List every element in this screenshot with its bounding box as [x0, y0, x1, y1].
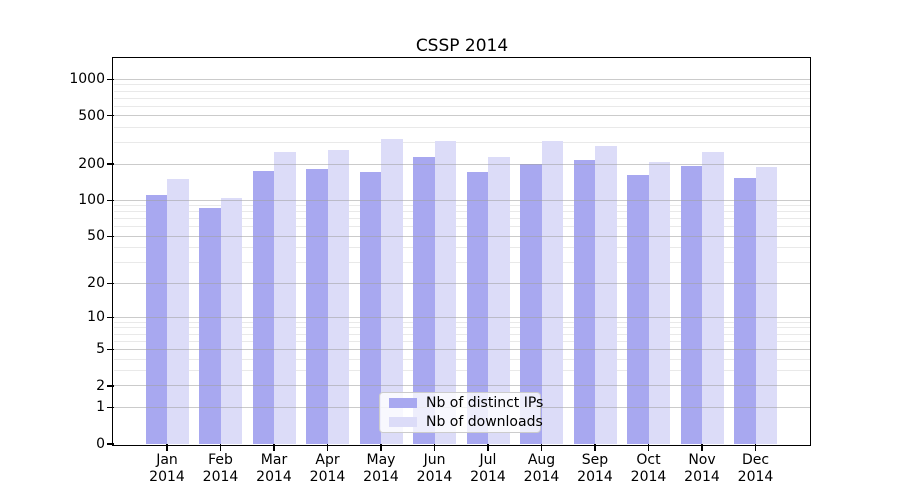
bar-distinct-ips: [306, 168, 328, 444]
x-axis-tick-label-year: 2014: [256, 469, 292, 485]
bar-downloads: [434, 140, 456, 444]
x-axis-tick-label-month: Jul: [479, 452, 497, 468]
x-axis-tick-label-month: Sep: [581, 452, 609, 468]
bar-distinct-ips: [359, 171, 381, 444]
bar-distinct-ips: [680, 165, 702, 444]
y-axis-tick: [107, 443, 114, 445]
y-axis-tick: [107, 78, 114, 80]
bar-distinct-ips: [413, 156, 435, 444]
y-axis-tick: [107, 385, 114, 387]
chart-title: CSSP 2014: [415, 36, 509, 56]
bar-downloads: [488, 157, 510, 444]
x-axis-tick-label-year: 2014: [737, 469, 774, 485]
y-axis-tick-label: 1000: [69, 71, 105, 88]
x-axis-tick: [219, 444, 222, 451]
legend: Nb of distinct IPs Nb of downloads: [379, 392, 544, 433]
y-axis-tick-label: 20: [87, 275, 105, 292]
bar-distinct-ips: [199, 208, 221, 444]
y-axis-tick: [107, 199, 114, 202]
y-axis-tick: [107, 235, 114, 238]
x-axis-tick-label-month: Nov: [688, 452, 716, 468]
x-axis-tick-label-year: 2014: [684, 469, 720, 485]
y-axis-tick: [107, 115, 114, 117]
legend-swatch-downloads: [389, 417, 417, 427]
x-axis-tick-label-year: 2014: [309, 469, 346, 485]
bar-downloads: [220, 197, 242, 444]
y-axis-tick: [107, 406, 114, 409]
x-axis-tick-label-month: May: [366, 452, 396, 468]
x-axis-tick-label-month: Mar: [260, 452, 288, 468]
legend-row-downloads: Nb of downloads: [389, 414, 543, 430]
bar-downloads: [595, 145, 617, 444]
x-axis-tick-label-year: 2014: [363, 469, 399, 485]
x-axis-tick-label-year: 2014: [577, 469, 613, 485]
bar-downloads: [541, 141, 563, 444]
legend-label-distinct-ips: Nb of distinct IPs: [426, 395, 544, 411]
x-axis-tick: [487, 444, 489, 451]
x-axis-tick-label-month: Feb: [208, 452, 233, 468]
x-axis-tick: [701, 444, 703, 451]
y-axis-tick: [107, 316, 114, 319]
bar-distinct-ips: [573, 160, 595, 444]
x-axis-tick-label-year: 2014: [523, 469, 560, 485]
bar-distinct-ips: [627, 174, 649, 444]
x-axis-tick: [433, 444, 436, 451]
x-axis-tick: [540, 444, 543, 451]
x-axis-tick: [754, 444, 757, 451]
x-axis-tick: [273, 444, 275, 451]
y-axis-tick-label: 10: [87, 309, 105, 326]
x-axis-tick-label-year: 2014: [630, 469, 667, 485]
bar-distinct-ips: [466, 171, 488, 444]
x-axis-tick-label-year: 2014: [202, 469, 239, 485]
x-axis-tick-label-year: 2014: [470, 469, 506, 485]
bar-distinct-ips: [734, 178, 756, 444]
x-axis-tick: [166, 444, 168, 451]
x-axis-tick-label-year: 2014: [416, 469, 453, 485]
bar-distinct-ips: [252, 170, 274, 444]
bar-distinct-ips: [145, 195, 167, 444]
y-axis-tick: [107, 282, 114, 284]
bar-distinct-ips: [520, 163, 542, 444]
legend-swatch-distinct-ips: [389, 398, 417, 408]
x-axis-tick-label-month: Jun: [423, 452, 446, 468]
y-axis-tick-label: 5: [96, 341, 105, 358]
x-axis-tick-label-month: Dec: [741, 452, 770, 468]
legend-row-distinct-ips: Nb of distinct IPs: [389, 395, 544, 411]
y-axis-tick: [107, 163, 114, 165]
bar-downloads: [381, 138, 403, 444]
x-axis-tick-label-year: 2014: [149, 469, 185, 485]
y-axis-tick-label: 0: [96, 436, 105, 452]
x-axis-tick-label-month: Oct: [636, 452, 661, 468]
x-axis-tick: [380, 444, 382, 451]
y-axis-tick-label: 200: [78, 156, 105, 172]
x-axis-tick: [594, 444, 596, 451]
y-axis-tick: [107, 348, 114, 351]
x-axis-tick-label-month: Apr: [315, 452, 340, 468]
y-axis-tick-label: 500: [78, 107, 105, 124]
y-axis-tick-label: 50: [87, 228, 105, 245]
legend-label-downloads: Nb of downloads: [426, 414, 543, 430]
x-axis-tick: [326, 444, 329, 451]
y-axis-tick-label: 1: [96, 399, 105, 416]
bar-downloads: [167, 178, 189, 444]
x-axis-tick-label-month: Aug: [527, 452, 556, 468]
y-axis-tick-label: 2: [96, 377, 105, 394]
bar-downloads: [648, 161, 670, 444]
x-axis-tick: [647, 444, 650, 451]
x-axis-tick-label-month: Jan: [156, 452, 178, 468]
y-axis-tick-label: 100: [78, 192, 105, 209]
